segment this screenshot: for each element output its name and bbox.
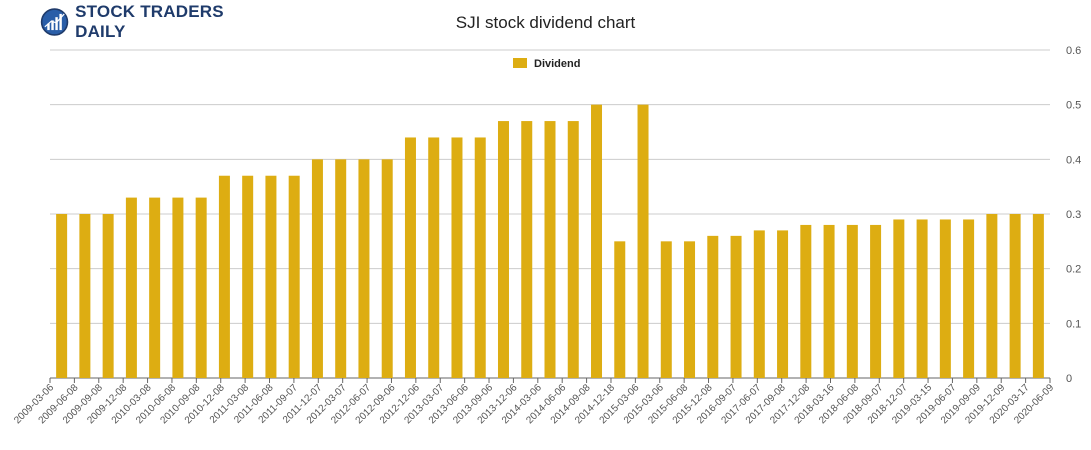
y-tick-label: 0.2 <box>1066 264 1081 276</box>
bar <box>79 214 91 378</box>
bar <box>125 197 137 378</box>
bar <box>265 175 277 378</box>
y-tick-label: 0.4 <box>1066 154 1081 166</box>
bar <box>1032 214 1044 378</box>
bar <box>521 121 533 379</box>
bar <box>846 224 858 378</box>
bar <box>381 159 393 378</box>
bar <box>753 230 765 378</box>
bar <box>684 241 696 378</box>
bar <box>358 159 370 378</box>
y-tick-label: 0.3 <box>1066 209 1081 221</box>
bar <box>102 214 114 378</box>
bar <box>870 224 882 378</box>
bar <box>497 121 509 379</box>
bar <box>730 235 742 378</box>
bar <box>474 137 486 378</box>
legend-label: Dividend <box>534 58 580 70</box>
bar <box>963 219 975 378</box>
legend-swatch <box>513 58 527 68</box>
bar <box>428 137 440 378</box>
bar <box>800 224 812 378</box>
bar <box>637 104 649 379</box>
bar <box>288 175 300 378</box>
bar <box>823 224 835 378</box>
bar <box>777 230 789 378</box>
bar <box>451 137 463 378</box>
bar <box>544 121 556 379</box>
brand-logo: STOCK TRADERS DAILY <box>40 2 240 41</box>
bar <box>893 219 905 378</box>
bar <box>1009 214 1021 378</box>
bar <box>404 137 416 378</box>
bar <box>660 241 672 378</box>
y-tick-label: 0.1 <box>1066 318 1081 330</box>
bar <box>986 214 998 378</box>
chart-title: SJI stock dividend chart <box>455 13 636 32</box>
logo-globe-icon <box>40 8 69 36</box>
bar <box>567 121 579 379</box>
bar <box>242 175 254 378</box>
bar <box>56 214 68 378</box>
bar <box>195 197 207 378</box>
bar <box>939 219 951 378</box>
bar <box>149 197 161 378</box>
y-tick-label: 0.5 <box>1066 100 1081 112</box>
bar <box>335 159 347 378</box>
bar <box>614 241 626 378</box>
y-tick-label: 0.6 <box>1066 45 1081 57</box>
bar <box>591 104 603 379</box>
bar <box>218 175 230 378</box>
bar <box>311 159 323 378</box>
bar <box>916 219 928 378</box>
bar <box>707 235 719 378</box>
brand-name: STOCK TRADERS DAILY <box>75 2 224 41</box>
y-tick-label: 0 <box>1066 373 1072 385</box>
bar <box>172 197 184 378</box>
